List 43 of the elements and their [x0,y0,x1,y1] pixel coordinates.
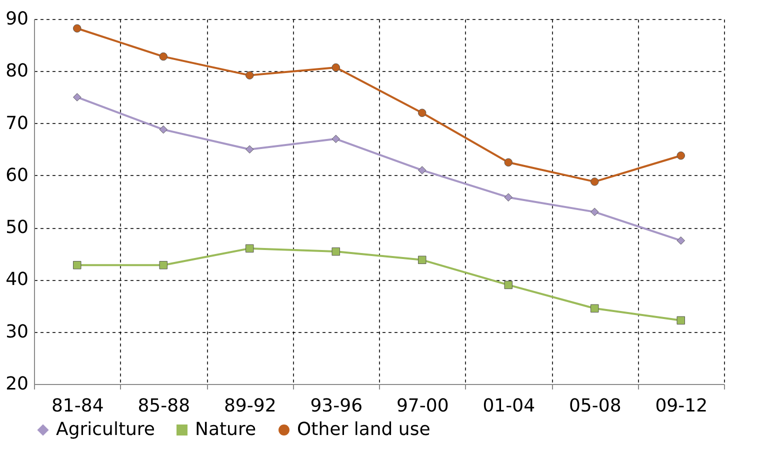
y-tick-label: 90 [6,8,28,30]
point [159,260,168,270]
x-tick-label: 81-84 [51,396,104,416]
x-tick-label: 85-88 [138,396,190,416]
point [676,152,685,160]
point [504,193,512,202]
point [159,125,168,134]
point [73,24,82,32]
point [676,236,685,245]
y-tick-label: 80 [6,60,28,82]
y-tick-label: 20 [6,374,28,394]
point [159,52,168,61]
point [676,316,685,325]
y-tick-label: 60 [6,164,28,186]
legend-label: Other land use [297,419,430,440]
point [504,280,512,290]
point [590,178,599,186]
x-tick-label: 01-04 [482,396,536,416]
point [504,158,512,167]
x-tick-label: 93-96 [310,396,363,416]
point [332,63,340,72]
x-tick-label: 09-12 [655,396,708,416]
y-tick-label: 30 [6,321,28,342]
point [418,256,426,264]
point [590,208,599,216]
point [590,304,599,313]
point [246,71,254,80]
point [418,166,426,174]
x-tick-label: 05-08 [568,396,622,416]
point [73,93,82,102]
point [332,134,340,144]
point [246,145,254,154]
legend-label: Agriculture [56,419,155,440]
y-tick-label: 50 [6,217,28,238]
point [246,244,254,253]
point [332,247,340,256]
legend-label: Nature [195,419,256,440]
point [418,108,426,117]
y-tick-label: 70 [6,112,28,134]
x-tick-label: 97-00 [396,396,449,416]
x-tick-label: 89-92 [224,396,276,416]
y-tick-label: 40 [6,269,28,290]
point [73,260,82,270]
